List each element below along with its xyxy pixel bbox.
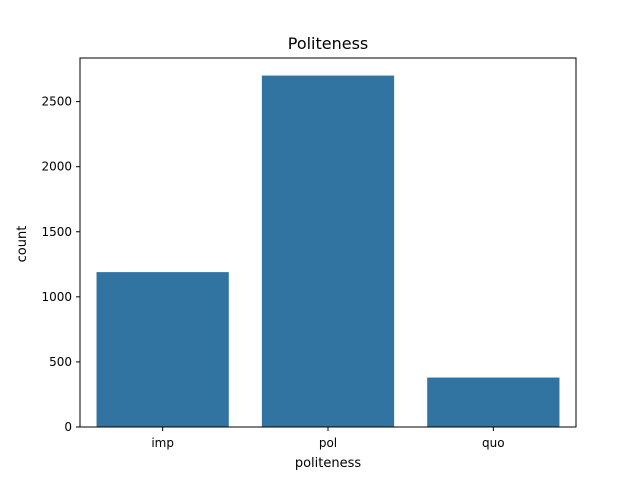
x-tick-label-imp: imp: [151, 436, 174, 450]
bar-imp: [96, 272, 229, 427]
y-tick-label-2500: 2500: [41, 95, 72, 109]
chart-title: Politeness: [288, 34, 369, 53]
y-tick-label-1000: 1000: [41, 290, 72, 304]
bar-pol: [261, 75, 395, 428]
y-tick-label-500: 500: [49, 355, 72, 369]
x-tick-label-quo: quo: [482, 436, 505, 450]
y-axis-label: count: [15, 226, 30, 263]
y-tick-label-1500: 1500: [41, 225, 72, 239]
y-tick-label-0: 0: [64, 420, 72, 434]
plot-area: imp pol quo 0 500 1000 1500 2000 2500: [41, 57, 577, 450]
x-axis-label: politeness: [295, 456, 362, 471]
x-tick-label-pol: pol: [319, 436, 337, 450]
y-tick-label-2000: 2000: [41, 160, 72, 174]
bar-quo: [427, 377, 560, 427]
